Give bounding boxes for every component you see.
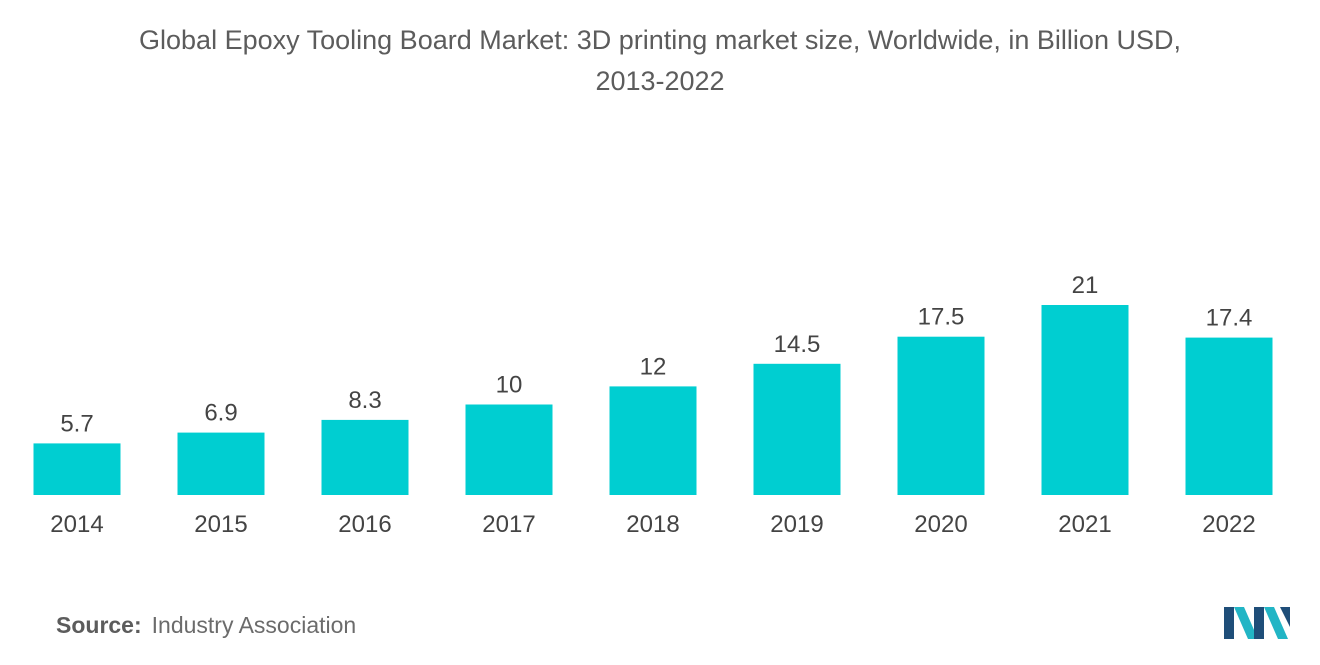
bar-2022 (1185, 337, 1273, 495)
chart-title-line-2: 2013-2022 (595, 66, 725, 96)
bar-chart: 5.7 2014 6.9 2015 8.3 2016 10 2017 12 2018 14.5 201… (33, 272, 1273, 538)
x-tick-label-2018: 2018 (626, 511, 679, 538)
mordor-intelligence-logo-icon (1224, 607, 1290, 639)
bar-2019 (753, 363, 841, 495)
x-tick-label-2017: 2017 (482, 511, 535, 538)
bar-2017 (465, 404, 553, 495)
data-label-2017: 10 (496, 372, 523, 399)
source-text: Industry Association (151, 612, 357, 638)
data-label-2018: 12 (640, 353, 667, 380)
x-tick-label-2015: 2015 (194, 511, 247, 538)
bar-2014 (33, 443, 121, 495)
bar-2018 (609, 386, 697, 495)
bar-2015 (177, 432, 265, 495)
x-tick-label-2014: 2014 (50, 511, 103, 538)
data-label-2021: 21 (1072, 272, 1099, 299)
bar-2021 (1041, 305, 1129, 495)
x-tick-label-2016: 2016 (338, 511, 391, 538)
x-tick-label-2022: 2022 (1202, 511, 1255, 538)
data-label-2016: 8.3 (348, 387, 381, 414)
bar-2020 (897, 336, 985, 495)
source-label: Source: (56, 612, 142, 638)
x-tick-label-2020: 2020 (914, 511, 967, 538)
source-note: Source: Industry Association (56, 612, 356, 639)
data-label-2015: 6.9 (204, 400, 237, 427)
chart-title-line-1: Global Epoxy Tooling Board Market: 3D pr… (139, 25, 1181, 55)
data-label-2020: 17.5 (918, 304, 965, 331)
bar-2016 (321, 419, 409, 495)
data-label-2019: 14.5 (774, 331, 821, 358)
data-label-2014: 5.7 (60, 410, 93, 437)
data-label-2022: 17.4 (1206, 305, 1253, 332)
chart-title: Global Epoxy Tooling Board Market: 3D pr… (0, 20, 1320, 102)
x-tick-label-2021: 2021 (1058, 511, 1111, 538)
x-tick-label-2019: 2019 (770, 511, 823, 538)
